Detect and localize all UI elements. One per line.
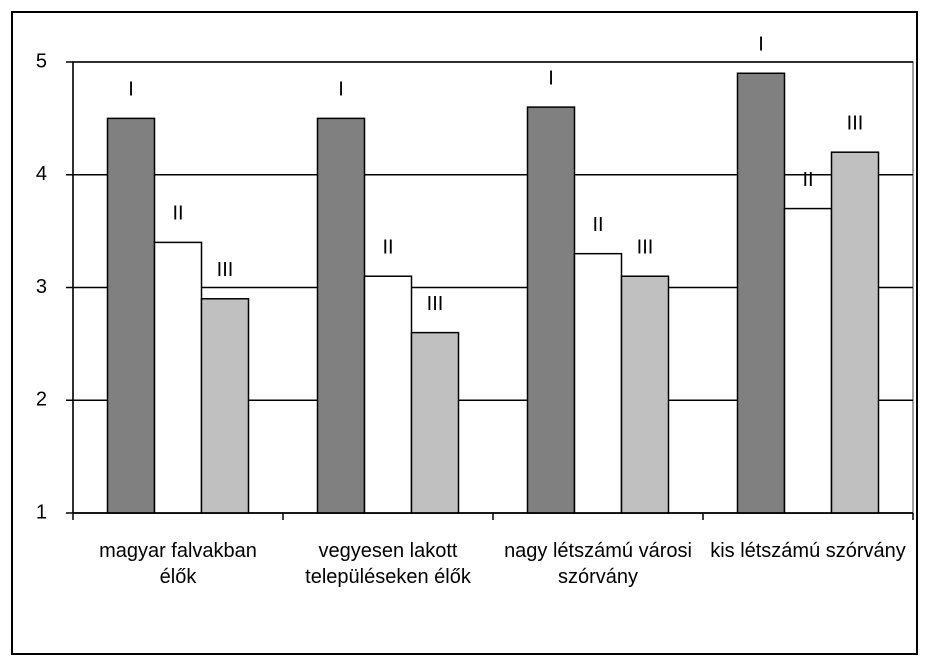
y-tick-label: 2 — [36, 389, 47, 411]
data-label: II — [172, 203, 183, 225]
bar — [153, 241, 203, 514]
bar — [316, 117, 366, 514]
y-tick-label: 5 — [36, 50, 47, 72]
y-tick-label: 1 — [36, 501, 47, 523]
data-label: III — [427, 293, 444, 315]
x-tick-label: magyar falvakban élők — [99, 540, 257, 588]
data-label: I — [758, 34, 764, 56]
x-tick-label: vegyesen lakott településeken élők — [305, 540, 471, 588]
bar — [410, 331, 460, 514]
y-tick-label: 3 — [36, 276, 47, 298]
x-tick-label: kis létszámú szórvány — [710, 540, 906, 562]
bar — [736, 72, 786, 514]
data-label: II — [802, 169, 813, 191]
data-label: II — [382, 237, 393, 259]
bar — [200, 298, 250, 514]
data-label: II — [592, 214, 603, 236]
x-tick-label: nagy létszámú városi szórvány — [504, 540, 692, 588]
bar — [783, 207, 833, 514]
data-label: I — [128, 79, 134, 101]
bar — [620, 275, 670, 514]
data-label: I — [548, 67, 554, 89]
data-label: III — [217, 259, 234, 281]
data-label: III — [637, 237, 654, 259]
bar — [363, 275, 413, 514]
bar — [526, 106, 576, 514]
data-label: I — [338, 79, 344, 101]
bar — [106, 117, 156, 514]
y-tick-label: 4 — [36, 163, 47, 185]
bar — [830, 151, 880, 514]
bar — [573, 252, 623, 514]
data-label: III — [847, 112, 864, 134]
